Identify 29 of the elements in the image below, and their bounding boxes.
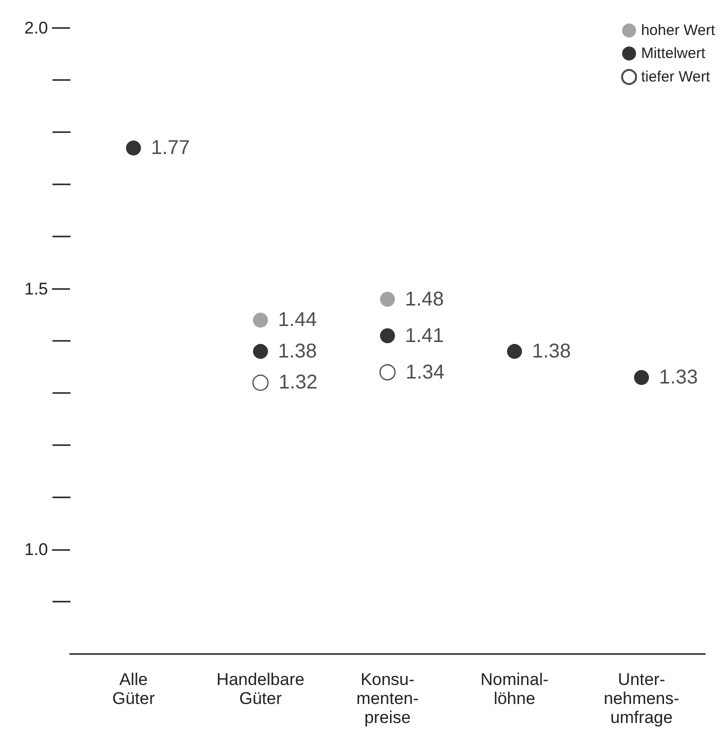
- data-label: 1.38: [532, 340, 571, 362]
- data-label: 1.38: [278, 340, 317, 362]
- point: [634, 370, 649, 386]
- data-label: 1.41: [405, 324, 444, 347]
- x-tick-label: Alle Güter: [112, 670, 156, 708]
- x-tick-label: Handelbare Güter: [216, 670, 304, 708]
- point: [253, 312, 268, 328]
- y-tick-label: 2.0: [24, 18, 48, 38]
- data-label: 1.44: [278, 309, 317, 332]
- y-tick-label: 1.0: [24, 540, 48, 560]
- data-label: 1.48: [405, 288, 444, 310]
- point: [252, 374, 269, 391]
- point: [379, 364, 396, 380]
- x-tick-label: Nominal- löhne: [480, 670, 549, 708]
- point: [507, 344, 522, 359]
- data-label: 1.34: [406, 361, 445, 384]
- data-label: 1.33: [659, 366, 698, 389]
- data-label: 1.32: [278, 372, 318, 394]
- x-tick-label: Konsu- menten- preise: [356, 670, 419, 727]
- legend-label: Mittelwert: [641, 45, 706, 62]
- y-tick-label: 1.5: [24, 279, 48, 298]
- data-label: 1.77: [151, 136, 190, 159]
- point: [380, 292, 395, 307]
- legend-label: hoher Wert: [641, 22, 716, 39]
- legend-label: tiefer Wert: [641, 68, 711, 86]
- point: [253, 344, 268, 359]
- point: [126, 140, 141, 156]
- point: [380, 328, 395, 344]
- x-tick-label: Unter- nehmens- umfrage: [604, 670, 680, 727]
